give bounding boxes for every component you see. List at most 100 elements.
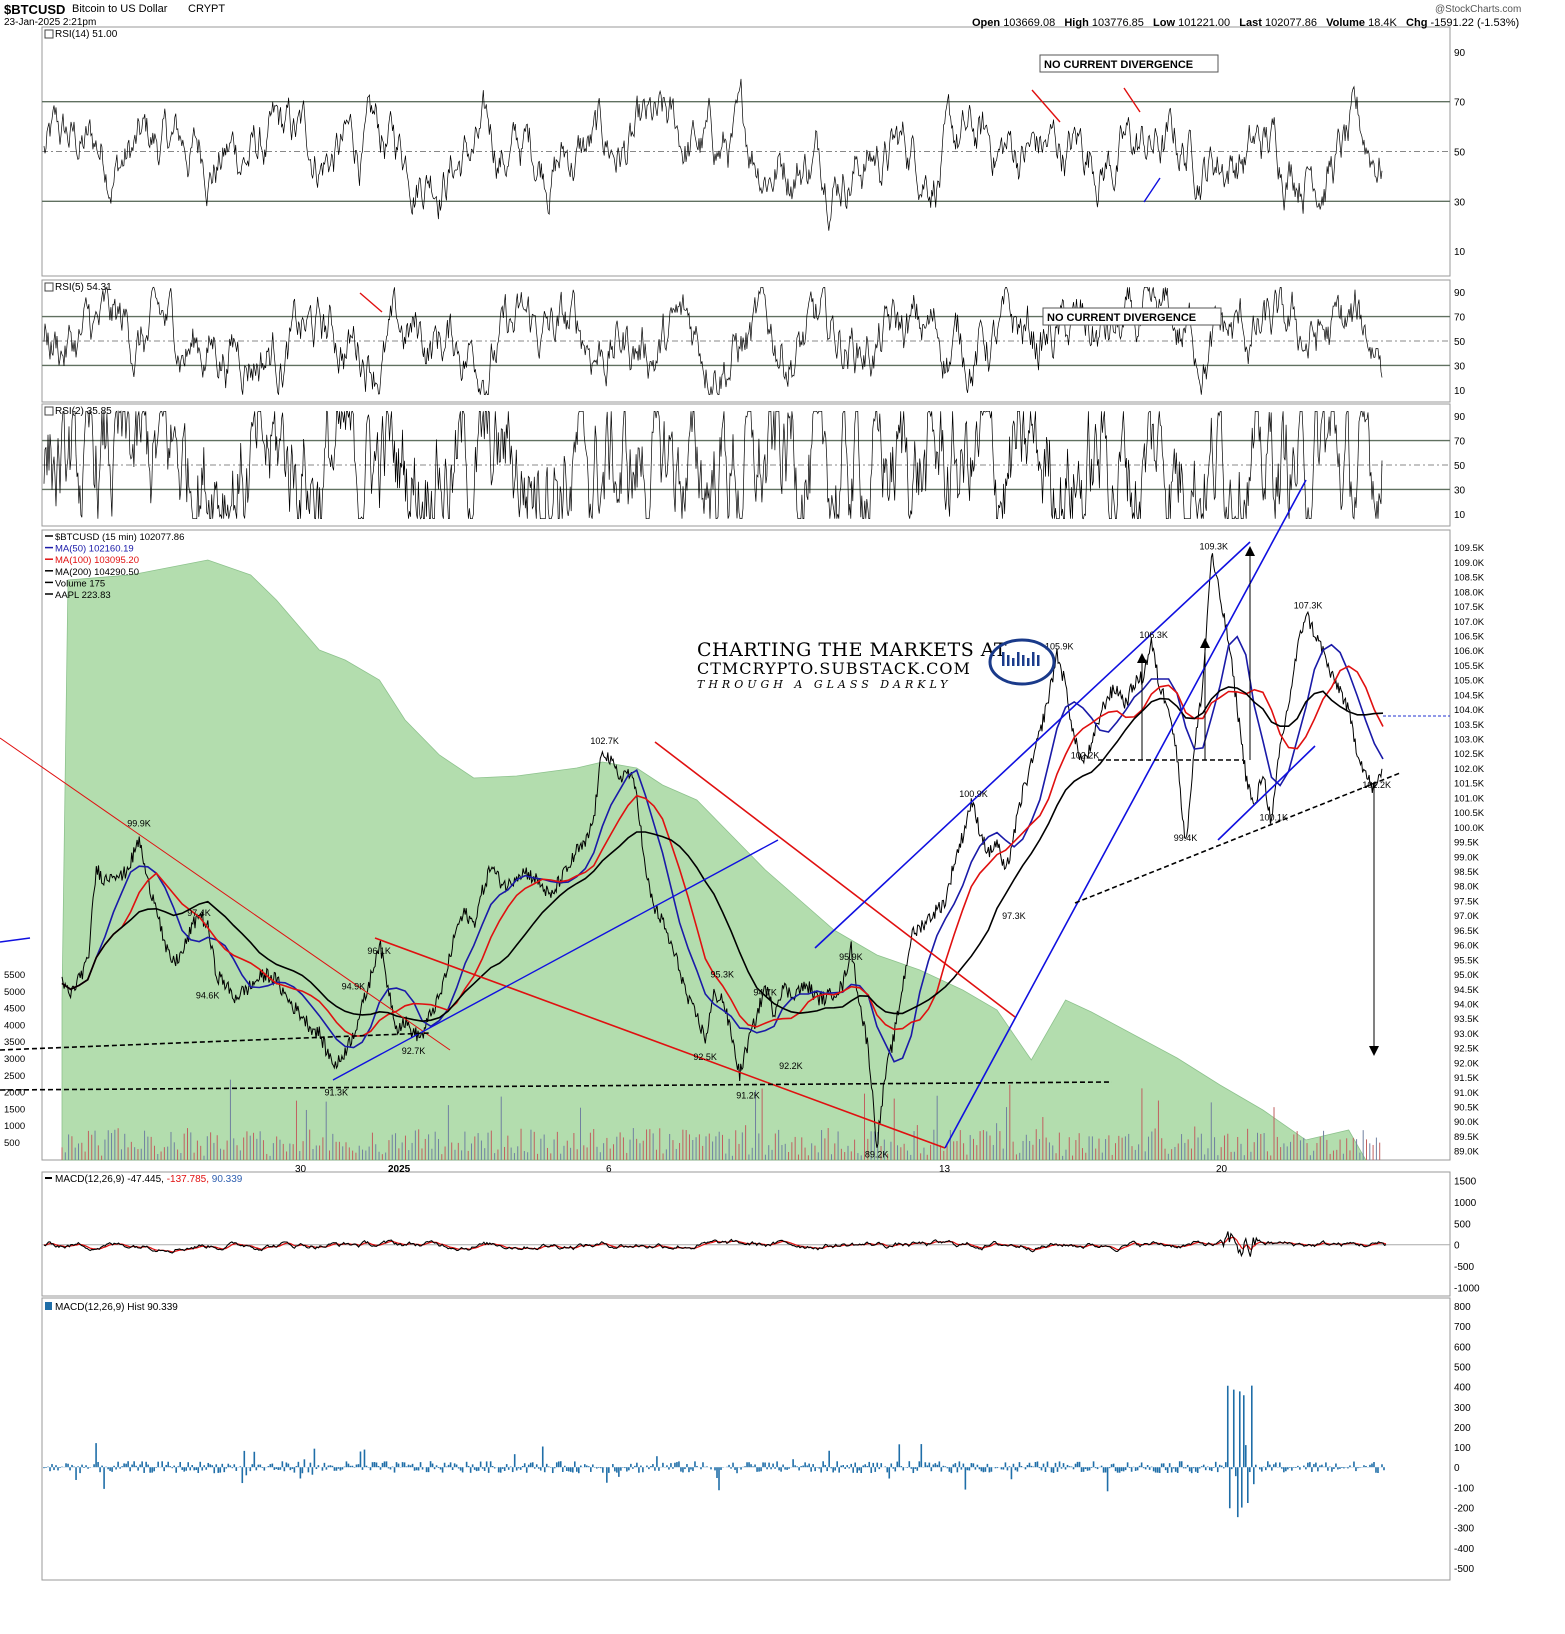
macd-line: [43, 1231, 1387, 1258]
price-tick-label: 108.5K: [1454, 573, 1485, 584]
target-arrow-head: [1369, 1046, 1379, 1056]
rsi-tick-label: 70: [1454, 98, 1466, 109]
price-point-label: 94.7K: [753, 987, 777, 997]
trend-line: [374, 937, 946, 1149]
panel-frame-hist: [41, 1297, 1451, 1581]
price-tick-label: 93.5K: [1454, 1014, 1479, 1025]
legend-entry: Volume 175: [55, 578, 105, 589]
rsi-tick-label: 90: [1454, 48, 1466, 59]
hist-tick-label: 300: [1454, 1403, 1471, 1414]
rsi-tick-label: 30: [1454, 197, 1466, 208]
rsi-panel-label: RSI(14) 51.00: [55, 29, 118, 40]
banner-line-3: THROUGH A GLASS DARKLY: [697, 678, 951, 691]
price-point-label: 89.2K: [865, 1149, 889, 1159]
ctm-logo-icon: [988, 638, 1056, 686]
stat-label: Volume: [1326, 17, 1366, 29]
price-tick-label: 107.5K: [1454, 602, 1485, 613]
price-tick-label: 100.0K: [1454, 823, 1485, 834]
divergence-annotation-box: [1039, 54, 1219, 73]
rsi-tick-label: 70: [1454, 313, 1466, 324]
hist-tick-label: 500: [1454, 1362, 1471, 1373]
hist-tick-label: -400: [1454, 1544, 1474, 1555]
divergence-arrow-blue: [1143, 177, 1161, 203]
ctm-logo-bar: [1027, 658, 1030, 666]
price-tick-label: 98.5K: [1454, 867, 1479, 878]
price-tick-label: 90.0K: [1454, 1117, 1479, 1128]
price-tick-label: 105.5K: [1454, 661, 1485, 672]
measure-arrow-head: [1137, 653, 1147, 663]
macd-tick-label: 0: [1454, 1241, 1460, 1252]
stat-label: High: [1064, 17, 1089, 29]
price-tick-label: 106.0K: [1454, 646, 1485, 657]
ctm-logo-bar: [1037, 655, 1040, 666]
ma200-line: [61, 686, 1384, 1023]
volume-tick-label: 5000: [4, 987, 25, 998]
rsi-series-line: [43, 78, 1383, 231]
price-tick-label: 93.0K: [1454, 1029, 1479, 1040]
panel-toggle-icon: [44, 406, 54, 416]
price-tick-label: 100.5K: [1454, 808, 1485, 819]
price-tick-label: 89.5K: [1454, 1132, 1479, 1143]
stat-label: Chg: [1406, 17, 1428, 29]
price-tick-label: 95.0K: [1454, 970, 1479, 981]
price-tick-label: 99.5K: [1454, 838, 1479, 849]
price-tick-label: 104.0K: [1454, 705, 1485, 716]
price-point-label: 96.1K: [367, 946, 391, 956]
price-point-label: 92.7K: [402, 1046, 426, 1056]
price-tick-label: 92.5K: [1454, 1044, 1479, 1055]
divergence-arrow-red: [359, 292, 383, 313]
rsi-tick-label: 30: [1454, 485, 1466, 496]
price-tick-label: 102.0K: [1454, 764, 1485, 775]
x-tick-label: 30: [295, 1164, 307, 1175]
macd-label-part: 90.339: [209, 1174, 243, 1185]
banner-line-1: CHARTING THE MARKETS AT: [697, 639, 1007, 661]
panel-frame-macd: [41, 1171, 1451, 1297]
macd-label-part: -137.785,: [164, 1174, 209, 1185]
macd-panel-label: MACD(12,26,9) -47.445, -137.785, 90.339: [55, 1174, 243, 1185]
price-point-label: 102.2K: [1071, 751, 1100, 761]
ma50-line: [61, 635, 1384, 1063]
price-point-label: 94.6K: [196, 990, 220, 1000]
aapl-overlay-area: [61, 559, 1367, 1161]
price-point-label: 100.1K: [1259, 812, 1288, 822]
rsi-tick-label: 10: [1454, 510, 1466, 521]
price-tick-label: 102.5K: [1454, 749, 1485, 760]
rsi-tick-label: 10: [1454, 386, 1466, 397]
symbol: $BTCUSD: [4, 2, 66, 17]
price-tick-label: 109.5K: [1454, 543, 1485, 554]
measure-arrow-head: [1200, 638, 1210, 648]
price-point-label: 92.5K: [693, 1052, 717, 1062]
price-point-label: 95.9K: [839, 952, 863, 962]
rsi-tick-label: 30: [1454, 361, 1466, 372]
price-tick-label: 98.0K: [1454, 882, 1479, 893]
divergence-arrow-red: [1031, 89, 1061, 123]
macd-tick-label: 500: [1454, 1219, 1471, 1230]
price-tick-label: 94.5K: [1454, 985, 1479, 996]
x-tick-label: 6: [606, 1164, 612, 1175]
stat-value: 101221.00: [1178, 17, 1231, 29]
macd-tick-label: -500: [1454, 1262, 1474, 1273]
macd-label-part: MACD(12,26,9): [55, 1174, 124, 1185]
stat-value: 103669.08: [1003, 17, 1056, 29]
volume-tick-label: 2500: [4, 1071, 25, 1082]
divergence-annotation-box: [1042, 307, 1222, 326]
trend-line: [1217, 745, 1316, 841]
price-point-label: 91.2K: [736, 1090, 760, 1100]
support-line-dashed: [1074, 772, 1401, 904]
ctm-logo-bar: [1017, 652, 1020, 666]
trend-line: [814, 541, 1251, 949]
volume-tick-label: 5500: [4, 970, 25, 981]
price-tick-label: 105.0K: [1454, 676, 1485, 687]
price-point-label: 99.4K: [1174, 833, 1198, 843]
measure-arrow-head: [1245, 546, 1255, 556]
price-point-label: 100.9K: [959, 789, 988, 799]
price-point-label: 91.3K: [324, 1087, 348, 1097]
stat-label: Last: [1239, 17, 1262, 29]
x-tick-label: 20: [1216, 1164, 1228, 1175]
price-tick-label: 89.0K: [1454, 1147, 1479, 1158]
volume-tick-label: 2000: [4, 1088, 25, 1099]
divergence-annotation: NO CURRENT DIVERGENCE: [1047, 312, 1196, 324]
volume-tick-label: 500: [4, 1138, 20, 1149]
price-point-label: 95.3K: [711, 970, 735, 980]
trend-line: [0, 737, 451, 1051]
